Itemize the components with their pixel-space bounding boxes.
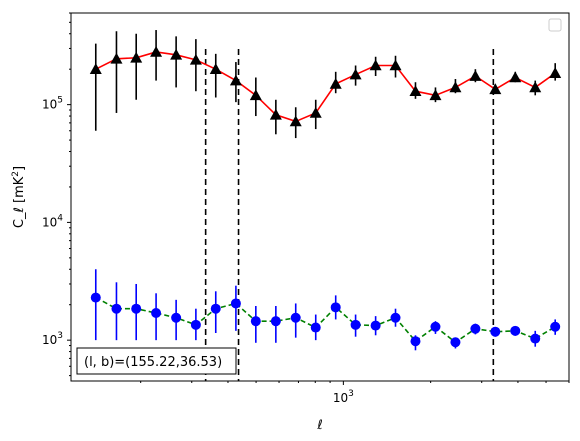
y-axis-label-tail: ] — [12, 166, 27, 171]
data-point-0-4 — [170, 48, 183, 60]
y-tick-label: 105 — [42, 96, 63, 112]
data-point-0-11 — [309, 106, 322, 118]
x-tick-label: 103 — [333, 389, 354, 405]
data-point-1-13 — [350, 319, 361, 330]
data-point-0-19 — [469, 70, 482, 81]
data-point-1-4 — [171, 312, 182, 323]
annotation-box: (l, b)=(155.22,36.53) — [76, 347, 237, 375]
data-point-1-17 — [430, 321, 441, 332]
data-point-1-7 — [230, 298, 241, 309]
data-point-1-3 — [151, 308, 162, 319]
x-axis-label: ℓ — [316, 418, 322, 433]
series-line-1 — [95, 296, 556, 344]
data-point-0-2 — [130, 51, 143, 63]
plot-frame — [70, 12, 570, 382]
y-axis-label-exponent: 2 — [11, 171, 21, 177]
axis-labels: 103 103 104 105 ℓ C_ℓ [mK2] (l, b)=(155.22,36.… — [11, 18, 562, 433]
data-point-1-8 — [250, 316, 261, 327]
data-point-1-6 — [210, 303, 221, 314]
data-point-1-21 — [510, 325, 521, 336]
annotation-text: (l, b)=(155.22,36.53) — [84, 355, 222, 370]
y-axis-label: C_ℓ [mK2] — [11, 166, 27, 228]
data-point-0-13 — [349, 68, 362, 80]
data-point-0-9 — [269, 108, 282, 120]
data-point-0-3 — [150, 45, 163, 57]
y-tick-label: 104 — [42, 213, 63, 229]
axes — [67, 12, 570, 385]
data-point-0-16 — [409, 85, 422, 97]
data-point-0-8 — [249, 89, 262, 101]
data-point-0-23 — [549, 67, 562, 78]
data-point-0-7 — [229, 74, 242, 86]
legend-box — [548, 18, 562, 32]
data-point-1-2 — [131, 303, 142, 314]
data-point-1-23 — [550, 321, 561, 332]
data-point-0-20 — [489, 83, 502, 95]
data-point-1-15 — [390, 312, 401, 323]
y-tick-label-exponent: 4 — [57, 213, 63, 223]
data-point-1-22 — [530, 333, 541, 344]
x-tick-label-exponent: 3 — [348, 389, 354, 399]
data-point-0-14 — [369, 59, 382, 71]
data-point-1-14 — [370, 320, 381, 331]
data-point-1-18 — [450, 337, 461, 348]
series-0 — [89, 30, 562, 139]
y-tick-label-exponent: 3 — [57, 331, 63, 341]
data-point-1-10 — [290, 312, 301, 323]
data-point-0-21 — [509, 71, 522, 83]
data-point-1-20 — [490, 326, 501, 337]
data-point-1-5 — [190, 319, 201, 330]
data-point-1-12 — [330, 302, 341, 313]
data-point-0-5 — [189, 53, 202, 65]
series-line-0 — [95, 51, 556, 123]
plot-area — [89, 30, 562, 381]
data-point-0-6 — [209, 63, 222, 74]
data-point-1-16 — [410, 336, 421, 347]
y-tick-label: 103 — [42, 331, 63, 347]
data-point-1-1 — [111, 303, 122, 314]
data-point-0-17 — [429, 89, 442, 101]
y-tick-label-exponent: 5 — [57, 96, 63, 106]
data-point-1-19 — [470, 323, 481, 334]
data-point-1-0 — [90, 292, 101, 303]
annotation-frame — [76, 347, 237, 375]
data-point-1-9 — [270, 316, 281, 327]
data-point-0-1 — [110, 52, 123, 64]
data-point-0-12 — [329, 77, 342, 89]
data-point-1-11 — [310, 322, 321, 333]
data-point-0-22 — [529, 81, 542, 93]
data-point-0-0 — [89, 63, 102, 74]
data-point-0-18 — [449, 81, 462, 93]
data-point-0-15 — [389, 59, 402, 71]
series-1 — [90, 269, 561, 351]
data-point-0-10 — [289, 115, 302, 127]
